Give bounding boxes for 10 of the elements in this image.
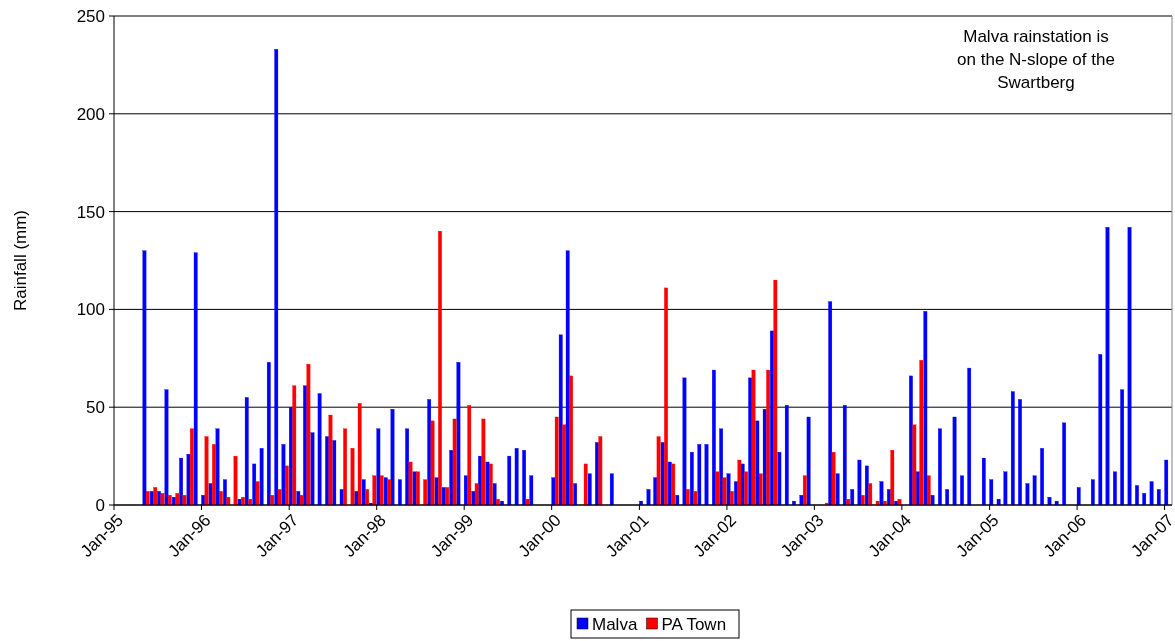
y-tick-label: 150	[76, 202, 105, 222]
y-tick-label: 0	[95, 495, 105, 515]
y-tick-label: 100	[76, 300, 105, 320]
annotation: Malva rainstation is on the N-slope of the Swartberg	[957, 27, 1115, 92]
y-axis-title: Rainfall (mm)	[11, 209, 30, 312]
y-tick-label: 50	[86, 398, 105, 418]
legend-label: Malva	[592, 614, 638, 634]
y-tick-label: 250	[76, 6, 105, 26]
y-tick-label: 200	[76, 104, 105, 124]
legend-label: PA Town	[661, 614, 727, 634]
